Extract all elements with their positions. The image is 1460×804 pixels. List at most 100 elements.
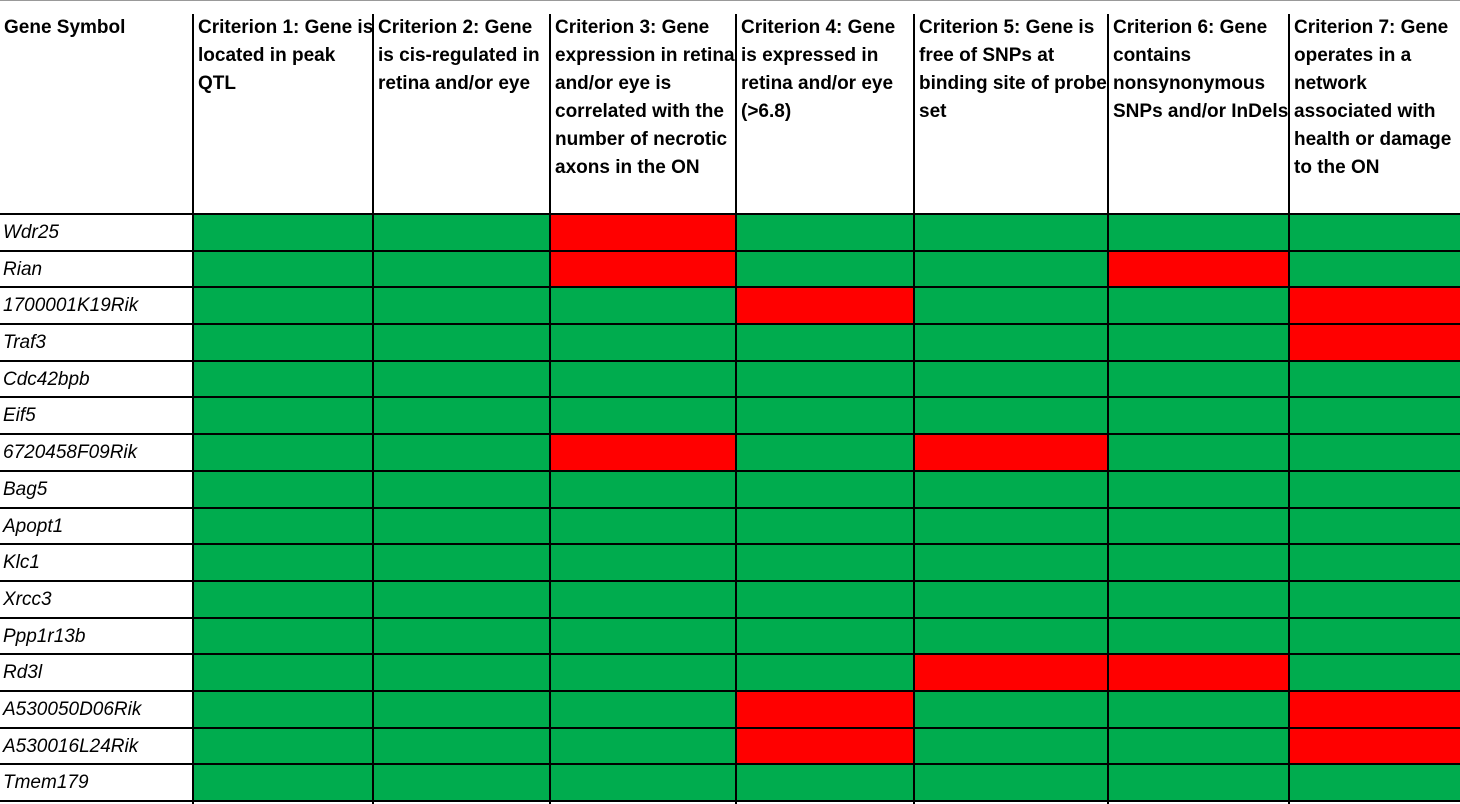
- criterion-pass-cell: [194, 765, 374, 800]
- row-divider: [0, 800, 1460, 802]
- column-divider: [549, 14, 551, 804]
- gene-symbol: Apopt1: [3, 515, 64, 537]
- criterion-pass-cell: [551, 288, 737, 324]
- criterion-pass-cell: [1109, 435, 1290, 470]
- criterion-pass-cell: [551, 325, 737, 360]
- gene-symbol: Xrcc3: [3, 588, 52, 610]
- row-divider: [0, 507, 1460, 509]
- header-criterion-4: Criterion 4: Gene is expressed in retina…: [741, 17, 896, 122]
- row-divider: [0, 690, 1460, 692]
- criterion-fail-cell: [737, 691, 915, 727]
- gene-symbol: A530050D06Rik: [3, 698, 142, 720]
- criterion-pass-cell: [194, 691, 374, 727]
- criterion-pass-cell: [915, 545, 1109, 580]
- row-divider: [0, 396, 1460, 398]
- criterion-fail-cell: [915, 655, 1109, 690]
- criterion-pass-cell: [374, 435, 551, 470]
- criterion-pass-cell: [374, 545, 551, 580]
- gene-symbol: Rian: [3, 258, 43, 280]
- row-divider: [0, 433, 1460, 435]
- row-divider: [0, 727, 1460, 729]
- criterion-pass-cell: [551, 471, 737, 507]
- criterion-pass-cell: [374, 508, 551, 544]
- criterion-pass-cell: [374, 215, 551, 250]
- criterion-pass-cell: [374, 765, 551, 800]
- criterion-pass-cell: [1109, 288, 1290, 324]
- row-divider: [0, 763, 1460, 765]
- header-criterion-3: Criterion 3: Gene expression in retina a…: [555, 17, 735, 178]
- criterion-fail-cell: [1109, 251, 1290, 287]
- criterion-pass-cell: [915, 215, 1109, 250]
- table-top-border: [0, 0, 1460, 1]
- criterion-pass-cell: [737, 435, 915, 470]
- criterion-pass-cell: [1109, 325, 1290, 360]
- criterion-pass-cell: [915, 251, 1109, 287]
- criterion-fail-cell: [1290, 728, 1460, 764]
- row-divider: [0, 543, 1460, 545]
- criterion-pass-cell: [551, 691, 737, 727]
- criterion-pass-cell: [1290, 435, 1460, 470]
- criterion-pass-cell: [374, 691, 551, 727]
- criterion-pass-cell: [1109, 545, 1290, 580]
- criterion-pass-cell: [915, 398, 1109, 434]
- gene-symbol: Cdc42bpb: [3, 368, 90, 390]
- criterion-pass-cell: [1290, 618, 1460, 654]
- criterion-pass-cell: [551, 361, 737, 397]
- criterion-pass-cell: [1109, 361, 1290, 397]
- criterion-pass-cell: [194, 545, 374, 580]
- row-divider: [0, 213, 1460, 215]
- criterion-pass-cell: [1290, 398, 1460, 434]
- criterion-pass-cell: [374, 398, 551, 434]
- criterion-pass-cell: [737, 765, 915, 800]
- row-divider: [0, 323, 1460, 325]
- criterion-pass-cell: [737, 471, 915, 507]
- criterion-pass-cell: [1109, 398, 1290, 434]
- gene-symbol: Traf3: [3, 332, 46, 354]
- criterion-pass-cell: [1109, 215, 1290, 250]
- criterion-pass-cell: [551, 508, 737, 544]
- criterion-pass-cell: [915, 288, 1109, 324]
- header-criterion-2: Criterion 2: Gene is cis-regulated in re…: [378, 17, 540, 94]
- criterion-pass-cell: [1109, 581, 1290, 617]
- criterion-fail-cell: [1290, 325, 1460, 360]
- criterion-pass-cell: [374, 618, 551, 654]
- criterion-pass-cell: [915, 618, 1109, 654]
- criterion-pass-cell: [915, 508, 1109, 544]
- gene-symbol: A530016L24Rik: [3, 735, 139, 757]
- gene-symbol: Eif5: [3, 405, 36, 427]
- criterion-pass-cell: [915, 325, 1109, 360]
- criterion-pass-cell: [915, 581, 1109, 617]
- criterion-pass-cell: [1109, 471, 1290, 507]
- criterion-pass-cell: [374, 251, 551, 287]
- header-criterion-7: Criterion 7: Gene operates in a network …: [1294, 17, 1452, 178]
- criterion-pass-cell: [1109, 691, 1290, 727]
- criterion-pass-cell: [737, 325, 915, 360]
- row-divider: [0, 617, 1460, 619]
- header-gene-symbol: Gene Symbol: [4, 17, 126, 38]
- row-divider: [0, 470, 1460, 472]
- criterion-pass-cell: [551, 728, 737, 764]
- gene-symbol: Rd3l: [3, 662, 43, 684]
- criterion-pass-cell: [374, 728, 551, 764]
- criterion-pass-cell: [737, 215, 915, 250]
- gene-symbol: 1700001K19Rik: [3, 295, 139, 317]
- gene-symbol: Klc1: [3, 552, 40, 574]
- column-divider: [913, 14, 915, 804]
- column-divider: [192, 14, 194, 804]
- criterion-pass-cell: [551, 398, 737, 434]
- criterion-pass-cell: [1109, 728, 1290, 764]
- gene-symbol: 6720458F09Rik: [3, 442, 138, 464]
- criterion-fail-cell: [551, 215, 737, 250]
- criterion-pass-cell: [737, 508, 915, 544]
- gene-symbol: Tmem179: [3, 772, 89, 794]
- header-criterion-5: Criterion 5: Gene is free of SNPs at bin…: [919, 17, 1107, 122]
- criterion-pass-cell: [194, 508, 374, 544]
- criterion-fail-cell: [1290, 288, 1460, 324]
- row-divider: [0, 286, 1460, 288]
- criterion-pass-cell: [1290, 361, 1460, 397]
- header-criterion-6: Criterion 6: Gene contains nonsynonymous…: [1113, 17, 1289, 122]
- column-divider: [735, 14, 737, 804]
- criterion-pass-cell: [374, 325, 551, 360]
- criterion-pass-cell: [1290, 251, 1460, 287]
